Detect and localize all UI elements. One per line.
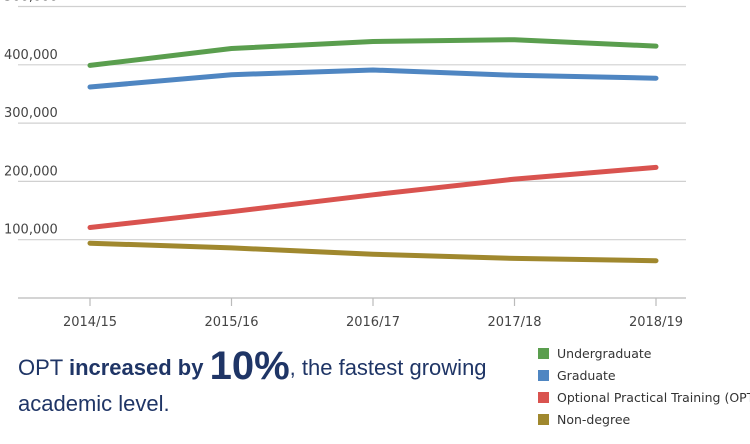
gridlines <box>18 5 686 299</box>
series-lines <box>87 37 659 264</box>
legend-label-undergraduate: Undergraduate <box>557 345 652 361</box>
legend-swatch-graduate <box>538 369 549 381</box>
y-tick-label: 500,000 <box>4 0 58 5</box>
legend-swatch-undergraduate <box>538 347 549 359</box>
caption: OPT increased by 10%, the fastest growin… <box>18 346 538 422</box>
line-chart: 100,000 200,000 300,000 400,000 500,000 2014… <box>4 0 686 330</box>
caption-opt: OPT <box>18 355 69 380</box>
x-tick-label: 2018/19 <box>629 315 683 330</box>
legend-item-undergraduate: Undergraduate <box>538 342 743 364</box>
x-tick-label: 2014/15 <box>63 315 117 330</box>
legend-item-non-degree: Non-degree <box>538 408 743 430</box>
series-line-undergraduate <box>87 37 659 68</box>
legend-item-graduate: Graduate <box>538 364 743 386</box>
legend: Undergraduate Graduate Optional Practica… <box>538 342 750 430</box>
legend-label-non-degree: Non-degree <box>557 411 631 427</box>
caption-increased-by: increased by <box>68 355 210 380</box>
y-tick-label: 100,000 <box>4 223 58 238</box>
x-tick-label: 2017/18 <box>487 315 541 330</box>
series-line-optional-practical-training-opt <box>87 164 659 230</box>
legend-label-graduate: Graduate <box>557 367 616 383</box>
legend-item-opt: Optional Practical Training (OPT) <box>538 386 750 408</box>
caption-rest: , the fastest growing academic level. <box>18 355 487 416</box>
y-tick-label: 400,000 <box>4 48 58 63</box>
y-tick-label: 200,000 <box>4 164 58 179</box>
series-line-graduate <box>87 67 659 90</box>
x-axis-ticks: 2014/15 2015/16 2016/17 2017/18 2018/19 <box>63 298 683 330</box>
legend-swatch-opt <box>538 391 549 403</box>
caption-percentage: 10% <box>209 344 290 388</box>
y-tick-label: 300,000 <box>4 106 58 121</box>
y-axis-ticks: 100,000 200,000 300,000 400,000 500,000 <box>4 0 58 238</box>
legend-label-opt: Optional Practical Training (OPT) <box>557 389 750 405</box>
x-tick-label: 2016/17 <box>346 315 400 330</box>
legend-swatch-non-degree <box>538 413 549 425</box>
x-tick-label: 2015/16 <box>204 315 258 330</box>
series-line-non-degree <box>87 240 659 264</box>
